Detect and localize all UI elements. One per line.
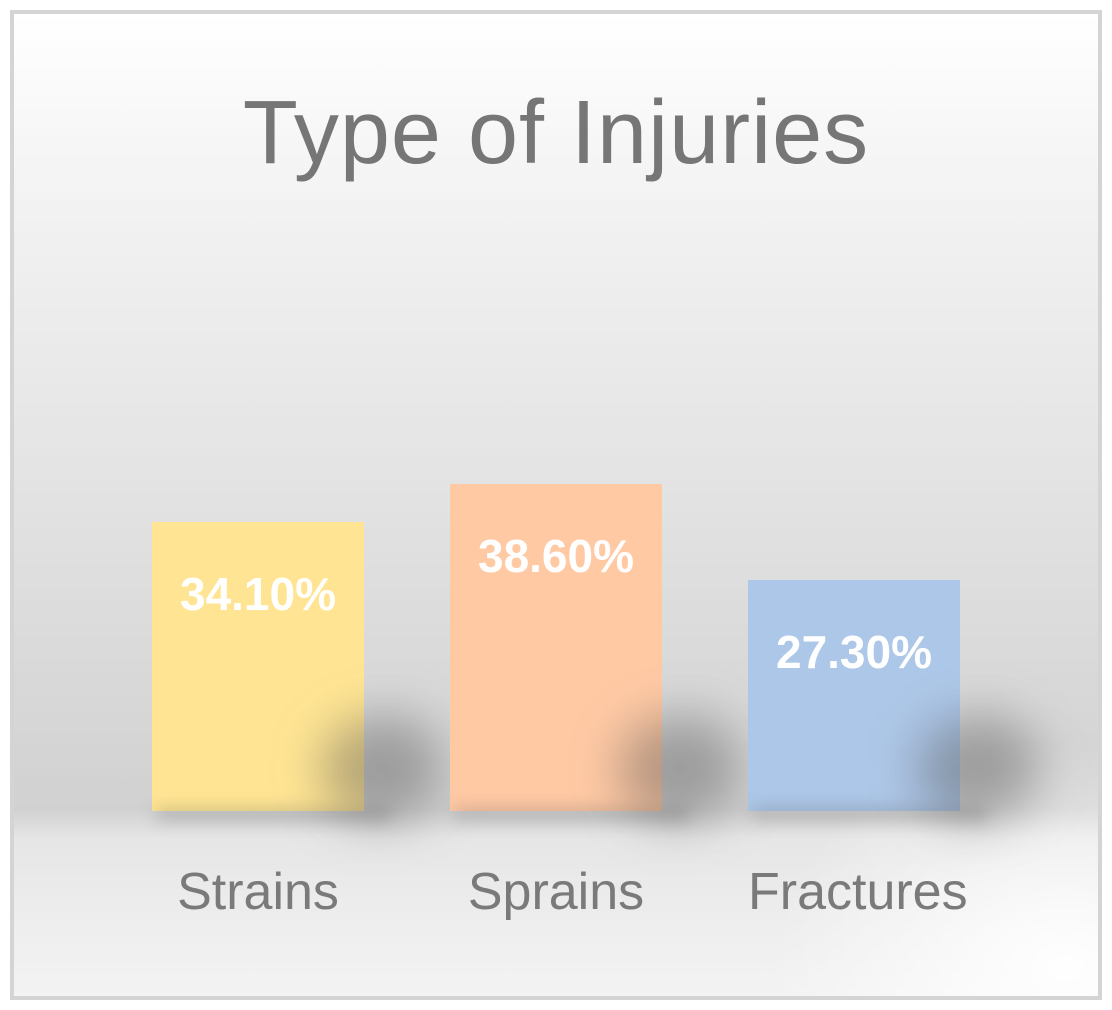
category-axis: Strains Sprains Fractures xyxy=(14,864,1098,920)
chart-title: Type of Injuries xyxy=(242,83,870,183)
bar-value-fractures: 27.30% xyxy=(775,626,932,678)
bar-strains: 34.10% xyxy=(152,522,364,811)
bar-value-strains: 34.10% xyxy=(179,568,336,620)
category-label-sprains: Sprains xyxy=(467,863,645,921)
bar-value-sprains: 38.60% xyxy=(477,530,634,582)
plot-area: 34.10% 38.60% 27.30% xyxy=(14,471,1098,811)
bar-fractures: 27.30% xyxy=(748,580,960,811)
category-label-strains: Strains xyxy=(177,863,339,921)
category-label-fractures: Fractures xyxy=(748,863,968,921)
bar-sprains: 38.60% xyxy=(450,484,662,811)
chart-frame: Type of Injuries 34.10% 38.60% 27.30% St… xyxy=(10,10,1102,1000)
